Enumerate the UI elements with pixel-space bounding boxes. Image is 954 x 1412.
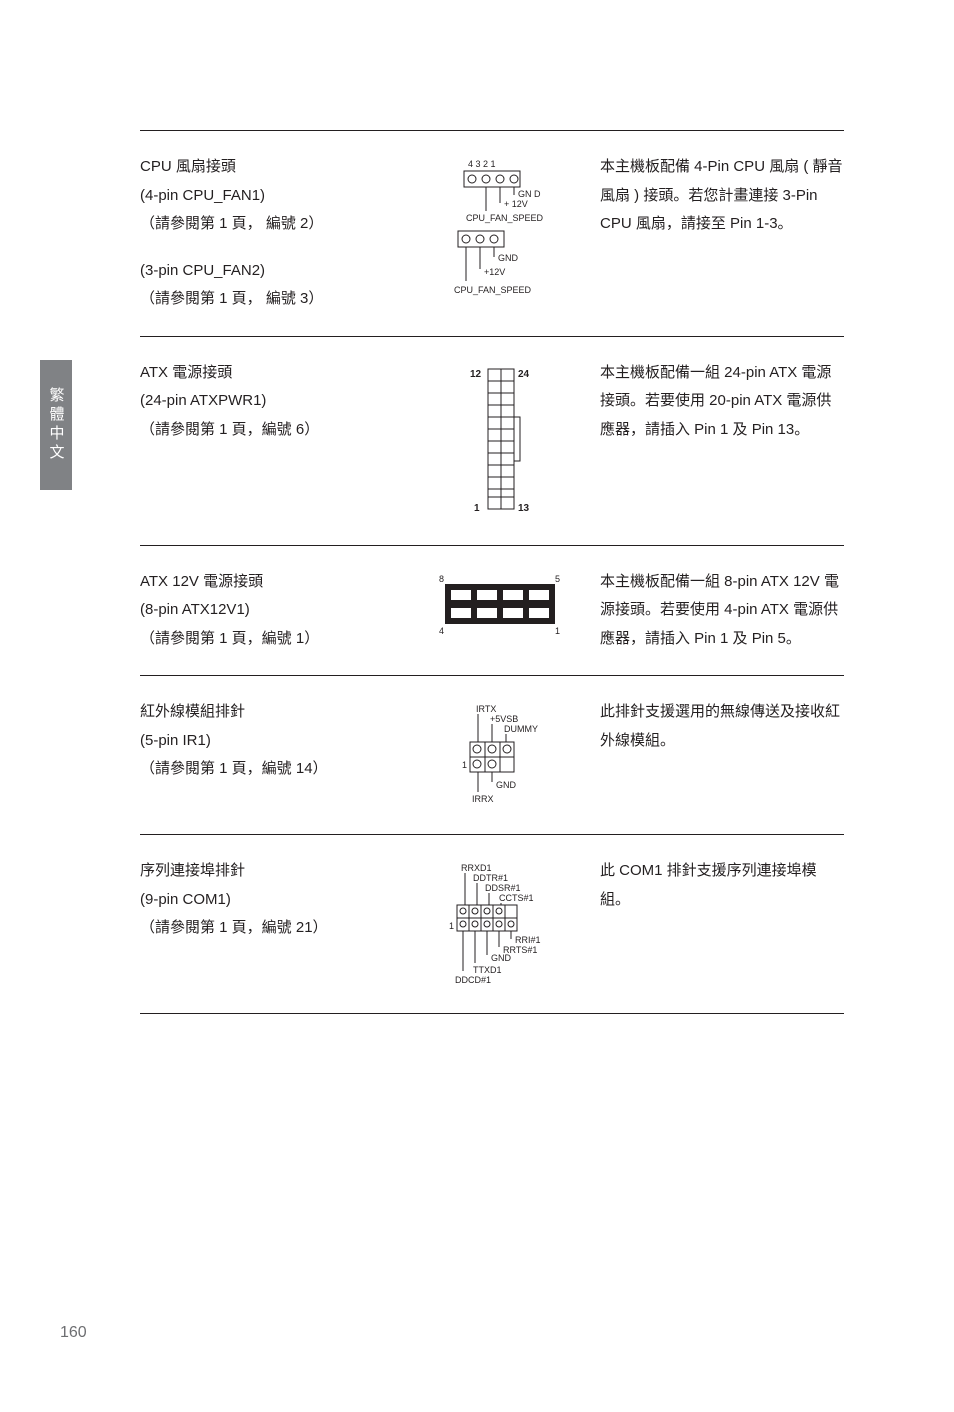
- text: （請參閱第 1 頁，編號 6）: [140, 416, 400, 445]
- com-left: 序列連接埠排針 (9-pin COM1) （請參閱第 1 頁，編號 21）: [140, 857, 400, 943]
- svg-text:+ 12V: + 12V: [504, 199, 528, 209]
- com-svg: RRXD1 DDTR#1 DDSR#1 CCTS#1 1: [425, 861, 575, 991]
- svg-text:24: 24: [518, 369, 530, 380]
- svg-text:CPU_FAN_SPEED: CPU_FAN_SPEED: [466, 213, 544, 223]
- svg-text:RRI#1: RRI#1: [515, 935, 541, 945]
- svg-text:CPU_FAN_SPEED: CPU_FAN_SPEED: [454, 285, 532, 295]
- cpu-fan-diagram: 4 3 2 1 GN D + 12V CPU_FAN_SPEED: [400, 153, 600, 307]
- svg-text:5: 5: [555, 574, 560, 584]
- svg-text:13: 13: [518, 503, 530, 514]
- text: (4-pin CPU_FAN1): [140, 182, 400, 211]
- svg-text:GND: GND: [498, 253, 519, 263]
- svg-text:RRXD1: RRXD1: [461, 863, 492, 873]
- cpu-fan-right: 本主機板配備 4-Pin CPU 風扇 ( 靜音風扇 ) 接頭。若您計畫連接 3…: [600, 153, 844, 239]
- svg-text:TTXD1: TTXD1: [473, 965, 502, 975]
- svg-text:IRRX: IRRX: [472, 794, 494, 804]
- svg-text:4 3 2 1: 4 3 2 1: [468, 159, 496, 169]
- text: (5-pin IR1): [140, 727, 400, 756]
- svg-text:DDTR#1: DDTR#1: [473, 873, 508, 883]
- text: CPU 風扇接頭: [140, 153, 400, 182]
- text: ATX 電源接頭: [140, 359, 400, 388]
- fan1-svg: 4 3 2 1 GN D + 12V CPU_FAN_SPEED: [440, 157, 560, 227]
- svg-text:1: 1: [449, 921, 454, 931]
- svg-text:DDSR#1: DDSR#1: [485, 883, 521, 893]
- svg-text:12: 12: [470, 369, 482, 380]
- page-number: 160: [60, 1324, 87, 1342]
- atx-right: 本主機板配備一組 24-pin ATX 電源接頭。若要使用 20-pin ATX…: [600, 359, 844, 445]
- svg-text:CCTS#1: CCTS#1: [499, 893, 534, 903]
- atx-svg: 12 24 1 13: [440, 363, 560, 523]
- svg-text:GND: GND: [496, 780, 517, 790]
- text: (9-pin COM1): [140, 886, 400, 915]
- text: (3-pin CPU_FAN2): [140, 257, 400, 286]
- atx-diagram: 12 24 1 13: [400, 359, 600, 523]
- svg-text:1: 1: [474, 503, 480, 514]
- svg-text:1: 1: [462, 760, 467, 770]
- atx12v-svg: 8 5 4 1: [425, 572, 575, 642]
- fan2-svg: GND +12V CPU_FAN_SPEED: [440, 227, 560, 307]
- text: （請參閱第 1 頁，編號 1）: [140, 625, 400, 654]
- svg-text:+5VSB: +5VSB: [490, 714, 518, 724]
- atx12v-left: ATX 12V 電源接頭 (8-pin ATX12V1) （請參閱第 1 頁，編…: [140, 568, 400, 654]
- row-atx12v: ATX 12V 電源接頭 (8-pin ATX12V1) （請參閱第 1 頁，編…: [140, 545, 844, 676]
- content-area: CPU 風扇接頭 (4-pin CPU_FAN1) （請參閱第 1 頁， 編號 …: [0, 0, 954, 1014]
- ir-right: 此排針支援選用的無線傳送及接收紅外線模組。: [600, 698, 844, 755]
- atx12v-diagram: 8 5 4 1: [400, 568, 600, 642]
- cpu-fan-left: CPU 風扇接頭 (4-pin CPU_FAN1) （請參閱第 1 頁， 編號 …: [140, 153, 400, 314]
- row-ir: 紅外線模組排針 (5-pin IR1) （請參閱第 1 頁，編號 14） IRT…: [140, 675, 844, 834]
- svg-text:DDCD#1: DDCD#1: [455, 975, 491, 985]
- text: 序列連接埠排針: [140, 857, 400, 886]
- row-cpu-fan: CPU 風扇接頭 (4-pin CPU_FAN1) （請參閱第 1 頁， 編號 …: [140, 130, 844, 336]
- svg-text:IRTX: IRTX: [476, 704, 496, 714]
- text: 紅外線模組排針: [140, 698, 400, 727]
- svg-text:1: 1: [555, 626, 560, 636]
- text: ATX 12V 電源接頭: [140, 568, 400, 597]
- text: （請參閱第 1 頁，編號 14）: [140, 755, 400, 784]
- ir-left: 紅外線模組排針 (5-pin IR1) （請參閱第 1 頁，編號 14）: [140, 698, 400, 784]
- side-tab: 繁體中文: [40, 360, 72, 490]
- row-atx-power: ATX 電源接頭 (24-pin ATXPWR1) （請參閱第 1 頁，編號 6…: [140, 336, 844, 545]
- ir-svg: IRTX +5VSB DUMMY 1 GND IRRX: [430, 702, 570, 812]
- text: （請參閱第 1 頁， 編號 2）: [140, 210, 400, 239]
- svg-text:4: 4: [439, 626, 444, 636]
- text: （請參閱第 1 頁，編號 21）: [140, 914, 400, 943]
- row-com: 序列連接埠排針 (9-pin COM1) （請參閱第 1 頁，編號 21） RR…: [140, 834, 844, 1014]
- svg-text:GN D: GN D: [518, 189, 541, 199]
- svg-text:GND: GND: [491, 953, 512, 963]
- com-diagram: RRXD1 DDTR#1 DDSR#1 CCTS#1 1: [400, 857, 600, 991]
- text: (24-pin ATXPWR1): [140, 387, 400, 416]
- svg-text:8: 8: [439, 574, 444, 584]
- ir-diagram: IRTX +5VSB DUMMY 1 GND IRRX: [400, 698, 600, 812]
- com-right: 此 COM1 排針支援序列連接埠模組。: [600, 857, 844, 914]
- atx-left: ATX 電源接頭 (24-pin ATXPWR1) （請參閱第 1 頁，編號 6…: [140, 359, 400, 445]
- text: （請參閱第 1 頁， 編號 3）: [140, 285, 400, 314]
- atx12v-right: 本主機板配備一組 8-pin ATX 12V 電源接頭。若要使用 4-pin A…: [600, 568, 844, 654]
- svg-text:DUMMY: DUMMY: [504, 724, 538, 734]
- svg-text:+12V: +12V: [484, 267, 505, 277]
- text: (8-pin ATX12V1): [140, 596, 400, 625]
